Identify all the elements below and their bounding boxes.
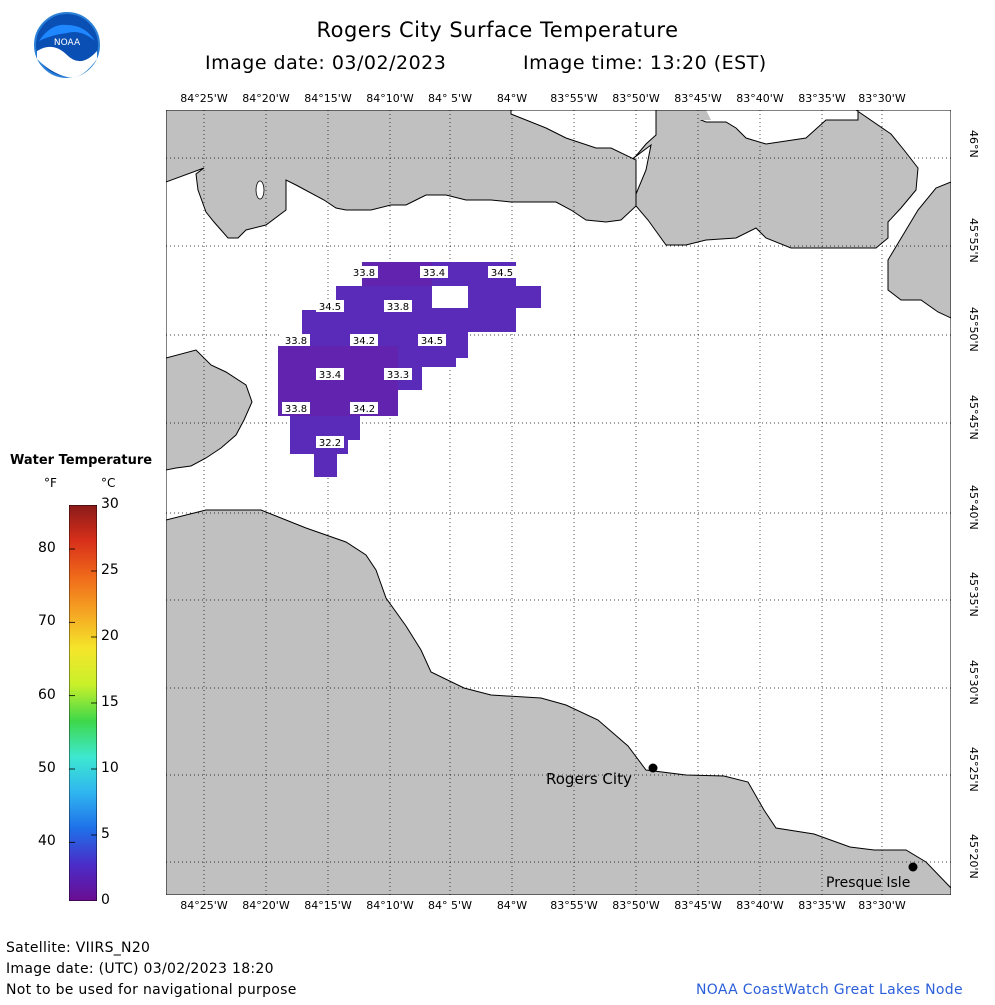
image-time: Image time: 13:20 (EST) [523, 52, 767, 74]
lon-label: 84°10'W [366, 92, 414, 105]
place-rogers-city: Rogers City [546, 770, 632, 788]
place-presque-isle: Presque Isle [826, 875, 910, 891]
lon-label: 84°15'W [304, 899, 352, 912]
lon-label: 84°25'W [180, 92, 228, 105]
lon-label: 83°40'W [736, 92, 784, 105]
land-north-shore [166, 110, 637, 239]
noaa-logo: NOAA [34, 12, 100, 78]
land-west-point [166, 349, 253, 471]
lon-label: 83°30'W [858, 899, 906, 912]
lon-label: 83°30'W [858, 92, 906, 105]
svg-text:33.8: 33.8 [285, 336, 307, 347]
legend-f-tick: 60 [38, 686, 56, 703]
temp-label: 33.4 [316, 368, 344, 381]
lon-label: 83°35'W [798, 92, 846, 105]
temp-label: 33.8 [282, 334, 310, 347]
legend-f-tick: 50 [38, 760, 56, 776]
svg-text:32.2: 32.2 [319, 438, 341, 449]
svg-text:33.3: 33.3 [387, 370, 409, 381]
lon-label: 84° 5'W [428, 92, 472, 105]
temp-label: 33.3 [384, 368, 412, 381]
lon-label: 83°45'W [674, 92, 722, 105]
legend-c-tick: 20 [101, 628, 119, 644]
svg-text:33.4: 33.4 [319, 370, 341, 381]
legend-unit-c: °C [101, 476, 116, 490]
lat-label: 45°45'N [967, 395, 980, 440]
svg-text:34.5: 34.5 [491, 268, 513, 279]
svg-text:34.2: 34.2 [353, 404, 375, 415]
lon-label: 84°20'W [242, 899, 290, 912]
lat-label: 45°20'N [967, 834, 980, 879]
land-east-islands [666, 110, 711, 120]
logo-text: NOAA [54, 38, 81, 48]
temp-label: 33.8 [350, 266, 378, 279]
lon-label: 83°40'W [736, 899, 784, 912]
svg-text:33.8: 33.8 [387, 302, 409, 313]
temp-label: 34.5 [316, 300, 344, 313]
legend-colorbar [69, 505, 97, 901]
credit: NOAA CoastWatch Great Lakes Node [696, 982, 963, 998]
lat-label: 45°35'N [967, 572, 980, 617]
lon-label: 84° 5'W [428, 899, 472, 912]
lon-label: 83°55'W [550, 92, 598, 105]
legend-c-tick: 15 [101, 694, 119, 710]
lat-label: 45°25'N [967, 747, 980, 792]
temp-label: 33.8 [384, 300, 412, 313]
temp-label: 34.5 [488, 266, 516, 279]
utc-date: Image date: (UTC) 03/02/2023 18:20 [6, 961, 274, 977]
temp-label: 34.5 [418, 334, 446, 347]
legend-c-tick: 5 [101, 826, 110, 842]
legend-c-tick: 0 [101, 892, 110, 908]
land-upper-peninsula [166, 110, 951, 249]
legend-f-tick: 70 [38, 613, 56, 630]
lon-label: 84°W [496, 899, 528, 912]
lon-label: 83°50'W [612, 92, 660, 105]
land-northeast [887, 181, 951, 319]
lon-label: 84°10'W [366, 899, 414, 912]
svg-text:34.5: 34.5 [319, 302, 341, 313]
image-date: Image date: 03/02/2023 [205, 52, 447, 74]
lat-label: 45°55'N [967, 218, 980, 263]
temp-label: 33.4 [420, 266, 448, 279]
lon-label: 83°35'W [798, 899, 846, 912]
land-lower-peninsula [166, 509, 951, 895]
svg-text:34.2: 34.2 [353, 336, 375, 347]
lat-label: 45°50'N [967, 307, 980, 352]
satellite-info: Satellite: VIIRS_N20 [6, 940, 151, 956]
legend-c-tick: 10 [101, 760, 119, 776]
map: 33.8 33.4 34.5 34.5 33.8 33.8 34.2 34.5 33.4 33.3… [166, 110, 951, 895]
lon-label: 84°25'W [180, 899, 228, 912]
presque-isle-marker [908, 862, 918, 872]
lat-label: 46°N [967, 130, 980, 158]
disclaimer: Not to be used for navigational purpose [6, 982, 297, 998]
temp-label: 33.8 [282, 402, 310, 415]
legend-c-tick: 25 [101, 562, 119, 578]
lon-label: 83°45'W [674, 899, 722, 912]
temp-label: 34.2 [350, 402, 378, 415]
lat-label: 45°30'N [967, 660, 980, 705]
legend-title: Water Temperature [10, 453, 153, 468]
legend-f-tick: 80 [38, 540, 56, 556]
lon-label: 84°20'W [242, 92, 290, 105]
lon-label: 83°50'W [612, 899, 660, 912]
lon-label: 84°15'W [304, 92, 352, 105]
lat-label: 45°40'N [967, 485, 980, 530]
lon-label: 83°55'W [550, 899, 598, 912]
temp-label: 34.2 [350, 334, 378, 347]
lon-label: 84°W [496, 92, 528, 105]
svg-text:33.8: 33.8 [285, 404, 307, 415]
legend-f-tick: 40 [38, 833, 56, 850]
svg-text:34.5: 34.5 [421, 336, 443, 347]
page-title: Rogers City Surface Temperature [316, 18, 679, 42]
svg-text:33.8: 33.8 [353, 268, 375, 279]
legend-c-tick: 30 [101, 496, 119, 512]
rogers-city-marker [648, 763, 658, 773]
svg-text:33.4: 33.4 [423, 268, 445, 279]
temp-label: 32.2 [316, 436, 344, 449]
legend-unit-f: °F [44, 476, 57, 490]
